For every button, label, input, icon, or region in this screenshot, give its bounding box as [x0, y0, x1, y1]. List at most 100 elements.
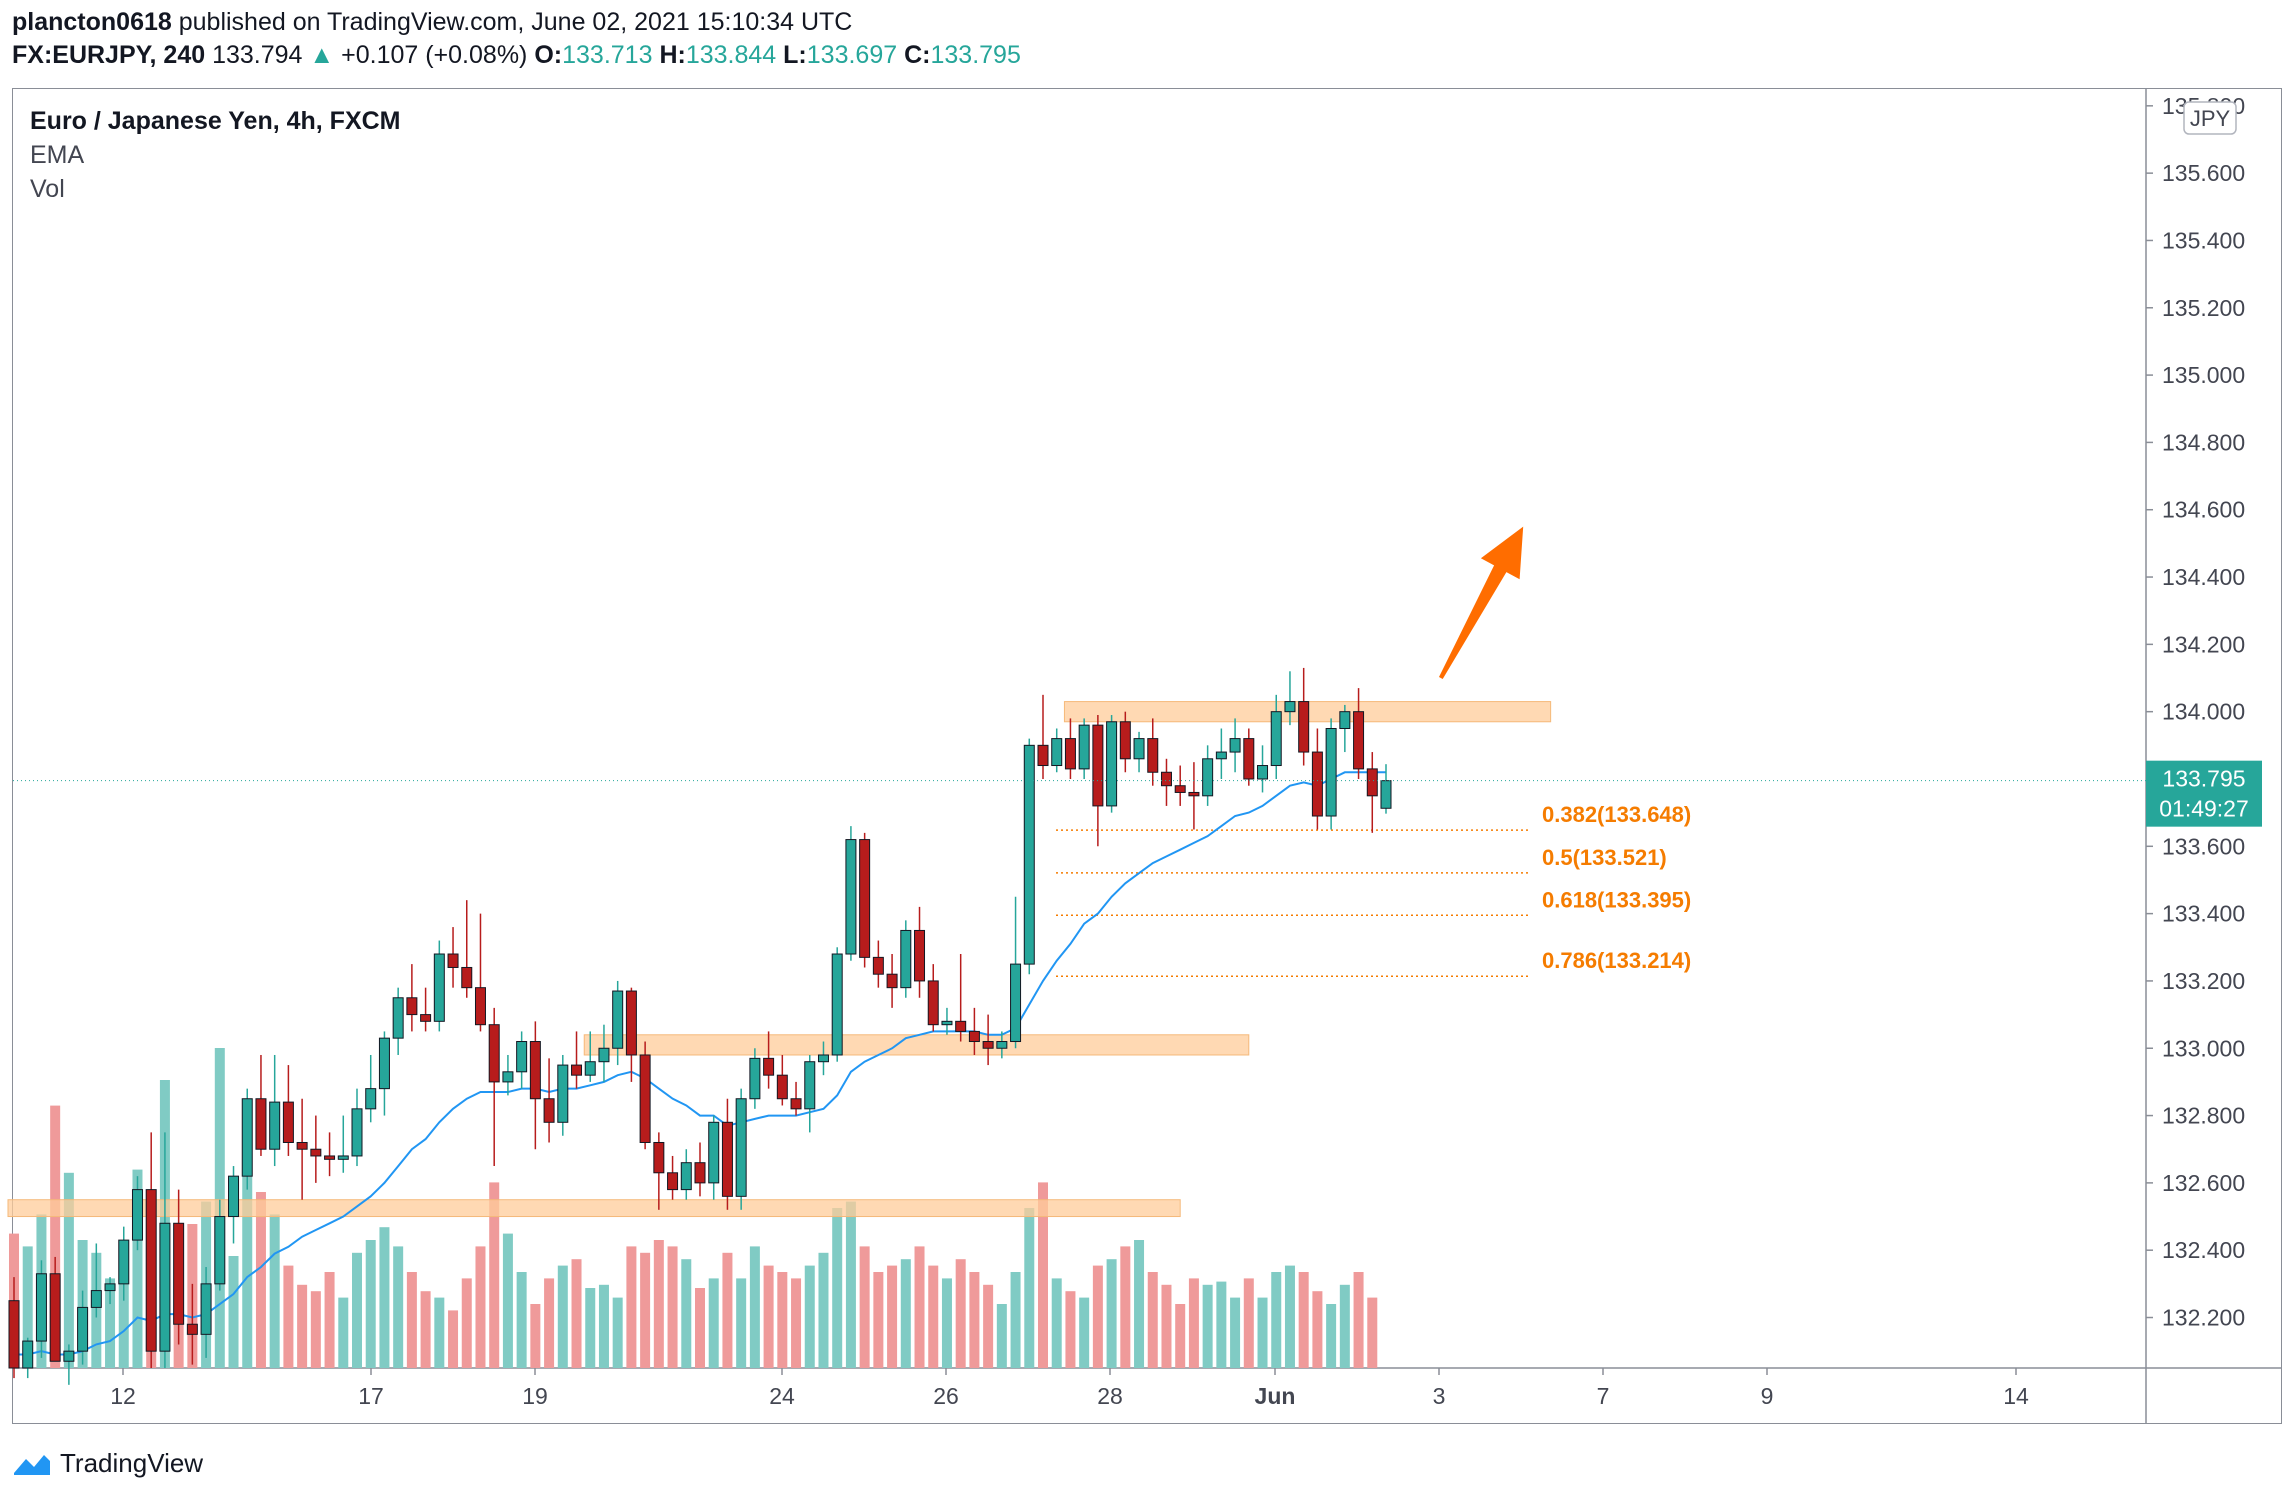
candle-body[interactable]	[1298, 701, 1310, 753]
candle-body[interactable]	[763, 1057, 775, 1076]
last-price-badge[interactable]	[2146, 760, 2262, 827]
candle-body[interactable]	[337, 1155, 349, 1160]
candle-body[interactable]	[968, 1030, 980, 1043]
candle-body[interactable]	[914, 929, 926, 982]
candle-body[interactable]	[790, 1098, 802, 1110]
candle-body[interactable]	[872, 956, 884, 975]
candle-body[interactable]	[200, 1283, 212, 1335]
candle-body[interactable]	[735, 1098, 747, 1197]
candle-body[interactable]	[324, 1155, 336, 1160]
candle-body[interactable]	[776, 1074, 788, 1100]
candle-body[interactable]	[1092, 724, 1104, 807]
candle-body[interactable]	[1078, 724, 1090, 770]
candle-body[interactable]	[571, 1064, 583, 1076]
candle-body[interactable]	[817, 1054, 829, 1063]
bullish-arrow-icon[interactable]	[1439, 526, 1524, 679]
candle-body[interactable]	[859, 839, 871, 958]
candle-body[interactable]	[680, 1162, 692, 1191]
candle-body[interactable]	[365, 1088, 377, 1110]
legend-title[interactable]: Euro / Japanese Yen, 4h, FXCM	[30, 107, 401, 135]
candle-body[interactable]	[214, 1216, 226, 1285]
candle-body[interactable]	[118, 1239, 130, 1285]
candle-body[interactable]	[1037, 744, 1049, 767]
candle-body[interactable]	[406, 997, 418, 1016]
candle-body[interactable]	[1353, 711, 1365, 770]
candle-body[interactable]	[1270, 711, 1282, 767]
candle-body[interactable]	[1229, 738, 1241, 753]
candle-body[interactable]	[392, 997, 404, 1039]
candle-body[interactable]	[1133, 738, 1145, 760]
candle-body[interactable]	[1380, 780, 1392, 809]
candle-body[interactable]	[543, 1098, 555, 1123]
candle-body[interactable]	[104, 1283, 116, 1292]
candle-body[interactable]	[228, 1175, 240, 1218]
candle-body[interactable]	[1339, 711, 1351, 730]
candle-body[interactable]	[529, 1041, 541, 1100]
candle-body[interactable]	[447, 953, 459, 968]
candle-body[interactable]	[131, 1189, 143, 1241]
candle-body[interactable]	[1064, 738, 1076, 770]
candle-body[interactable]	[488, 1024, 500, 1083]
candle-body[interactable]	[557, 1064, 569, 1123]
candle-body[interactable]	[282, 1101, 294, 1143]
candle-body[interactable]	[708, 1121, 720, 1184]
candle-body[interactable]	[955, 1020, 967, 1032]
candle-body[interactable]	[639, 1054, 651, 1143]
candle-body[interactable]	[516, 1041, 528, 1073]
candle-body[interactable]	[584, 1061, 596, 1076]
candle-body[interactable]	[1119, 721, 1131, 760]
candle-body[interactable]	[35, 1273, 47, 1342]
candle-body[interactable]	[420, 1014, 432, 1022]
candle-body[interactable]	[927, 980, 939, 1026]
chart-frame[interactable]	[12, 88, 2282, 1424]
footer-brand[interactable]: TradingView	[60, 1448, 204, 1478]
candle-body[interactable]	[1215, 751, 1227, 760]
support-resistance-zone[interactable]	[583, 1034, 1250, 1056]
candle-body[interactable]	[625, 990, 637, 1056]
candle-body[interactable]	[1051, 738, 1063, 767]
candle-body[interactable]	[8, 1300, 20, 1369]
candle-body[interactable]	[296, 1141, 308, 1150]
candle-body[interactable]	[749, 1057, 761, 1100]
candle-body[interactable]	[22, 1340, 34, 1369]
candle-body[interactable]	[1160, 771, 1172, 787]
candle-body[interactable]	[667, 1172, 679, 1191]
candle-body[interactable]	[982, 1041, 994, 1049]
candle-body[interactable]	[694, 1162, 706, 1184]
candle-body[interactable]	[474, 987, 486, 1026]
candle-body[interactable]	[63, 1350, 75, 1362]
candle-body[interactable]	[310, 1148, 322, 1157]
candle-body[interactable]	[1243, 738, 1255, 780]
candle-body[interactable]	[1174, 785, 1186, 793]
candle-body[interactable]	[1257, 765, 1269, 780]
legend-ema[interactable]: EMA	[30, 141, 85, 169]
candle-body[interactable]	[186, 1323, 198, 1335]
legend-vol[interactable]: Vol	[30, 175, 65, 203]
candle-body[interactable]	[269, 1101, 281, 1150]
candle-body[interactable]	[1284, 701, 1296, 713]
candle-body[interactable]	[831, 953, 843, 1056]
candle-body[interactable]	[1010, 963, 1022, 1043]
candle-body[interactable]	[653, 1141, 665, 1174]
candle-body[interactable]	[1325, 728, 1337, 817]
candle-body[interactable]	[1188, 791, 1200, 797]
candle-body[interactable]	[90, 1290, 102, 1308]
candle-body[interactable]	[77, 1306, 89, 1352]
candle-body[interactable]	[255, 1098, 267, 1150]
candle-body[interactable]	[145, 1189, 157, 1352]
candle-body[interactable]	[721, 1121, 733, 1197]
candle-body[interactable]	[461, 966, 473, 989]
candle-body[interactable]	[886, 973, 898, 989]
candle-body[interactable]	[1202, 758, 1214, 797]
candle-body[interactable]	[433, 953, 445, 1022]
candle-body[interactable]	[1311, 751, 1323, 817]
candle-body[interactable]	[173, 1222, 185, 1325]
candle-body[interactable]	[598, 1047, 610, 1063]
candle-body[interactable]	[941, 1020, 953, 1026]
currency-badge[interactable]	[2183, 101, 2237, 135]
candle-body[interactable]	[159, 1222, 171, 1352]
candle-body[interactable]	[1147, 738, 1159, 773]
candle-body[interactable]	[1106, 721, 1118, 807]
candle-body[interactable]	[804, 1061, 816, 1110]
